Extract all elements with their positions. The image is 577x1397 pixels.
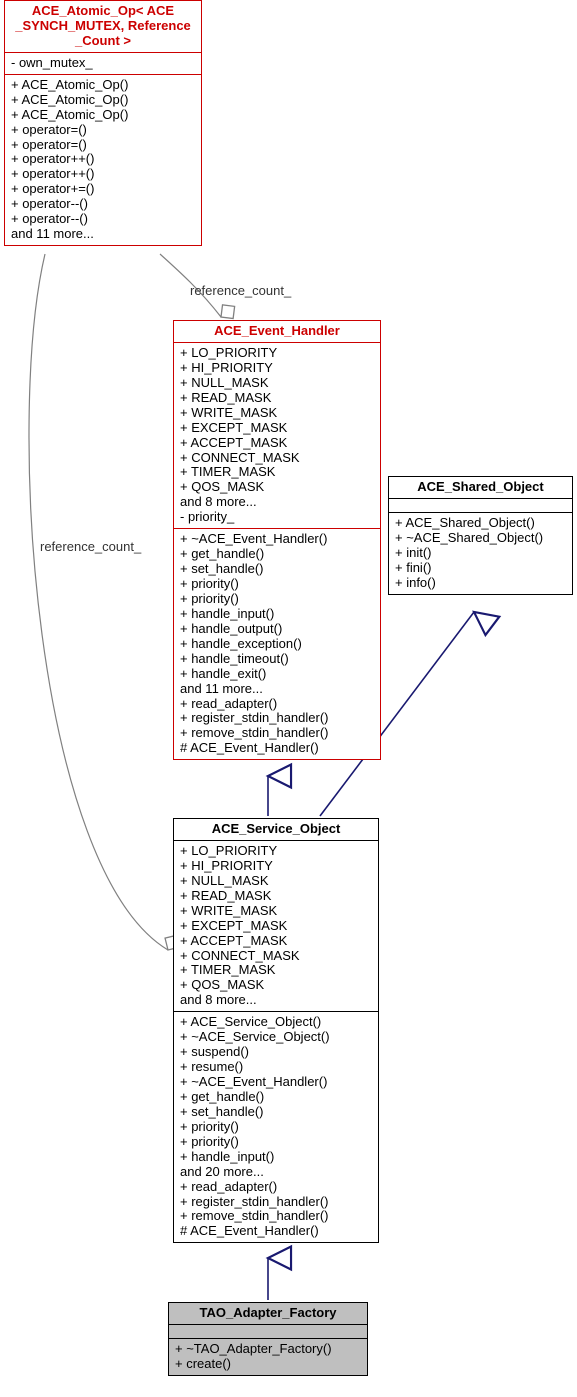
class-ops: + ACE_Atomic_Op() + ACE_Atomic_Op() + AC… — [5, 74, 201, 245]
class-attrs — [169, 1324, 367, 1338]
class-ops: + ACE_Service_Object() + ~ACE_Service_Ob… — [174, 1011, 378, 1242]
class-title[interactable]: ACE_Service_Object — [174, 819, 378, 840]
class-title[interactable]: ACE_Event_Handler — [174, 321, 380, 342]
class-ace-event-handler[interactable]: ACE_Event_Handler + LO_PRIORITY + HI_PRI… — [173, 320, 381, 760]
class-title[interactable]: TAO_Adapter_Factory — [169, 1303, 367, 1324]
class-ops: + ~TAO_Adapter_Factory() + create() — [169, 1338, 367, 1375]
edge-label-reference-count: reference_count_ — [190, 284, 291, 299]
edge-label-reference-count: reference_count_ — [40, 540, 141, 555]
class-attrs: + LO_PRIORITY + HI_PRIORITY + NULL_MASK … — [174, 342, 380, 528]
class-title[interactable]: ACE_Atomic_Op< ACE _SYNCH_MUTEX, Referen… — [5, 1, 201, 52]
class-ops: + ACE_Shared_Object() + ~ACE_Shared_Obje… — [389, 512, 572, 594]
class-tao-adapter-factory[interactable]: TAO_Adapter_Factory + ~TAO_Adapter_Facto… — [168, 1302, 368, 1376]
class-ace-shared-object[interactable]: ACE_Shared_Object + ACE_Shared_Object() … — [388, 476, 573, 595]
class-ace-atomic-op[interactable]: ACE_Atomic_Op< ACE _SYNCH_MUTEX, Referen… — [4, 0, 202, 246]
class-attrs: + LO_PRIORITY + HI_PRIORITY + NULL_MASK … — [174, 840, 378, 1011]
class-attrs: - own_mutex_ — [5, 52, 201, 74]
class-attrs — [389, 498, 572, 512]
class-title[interactable]: ACE_Shared_Object — [389, 477, 572, 498]
class-ops: + ~ACE_Event_Handler() + get_handle() + … — [174, 528, 380, 759]
class-ace-service-object[interactable]: ACE_Service_Object + LO_PRIORITY + HI_PR… — [173, 818, 379, 1243]
